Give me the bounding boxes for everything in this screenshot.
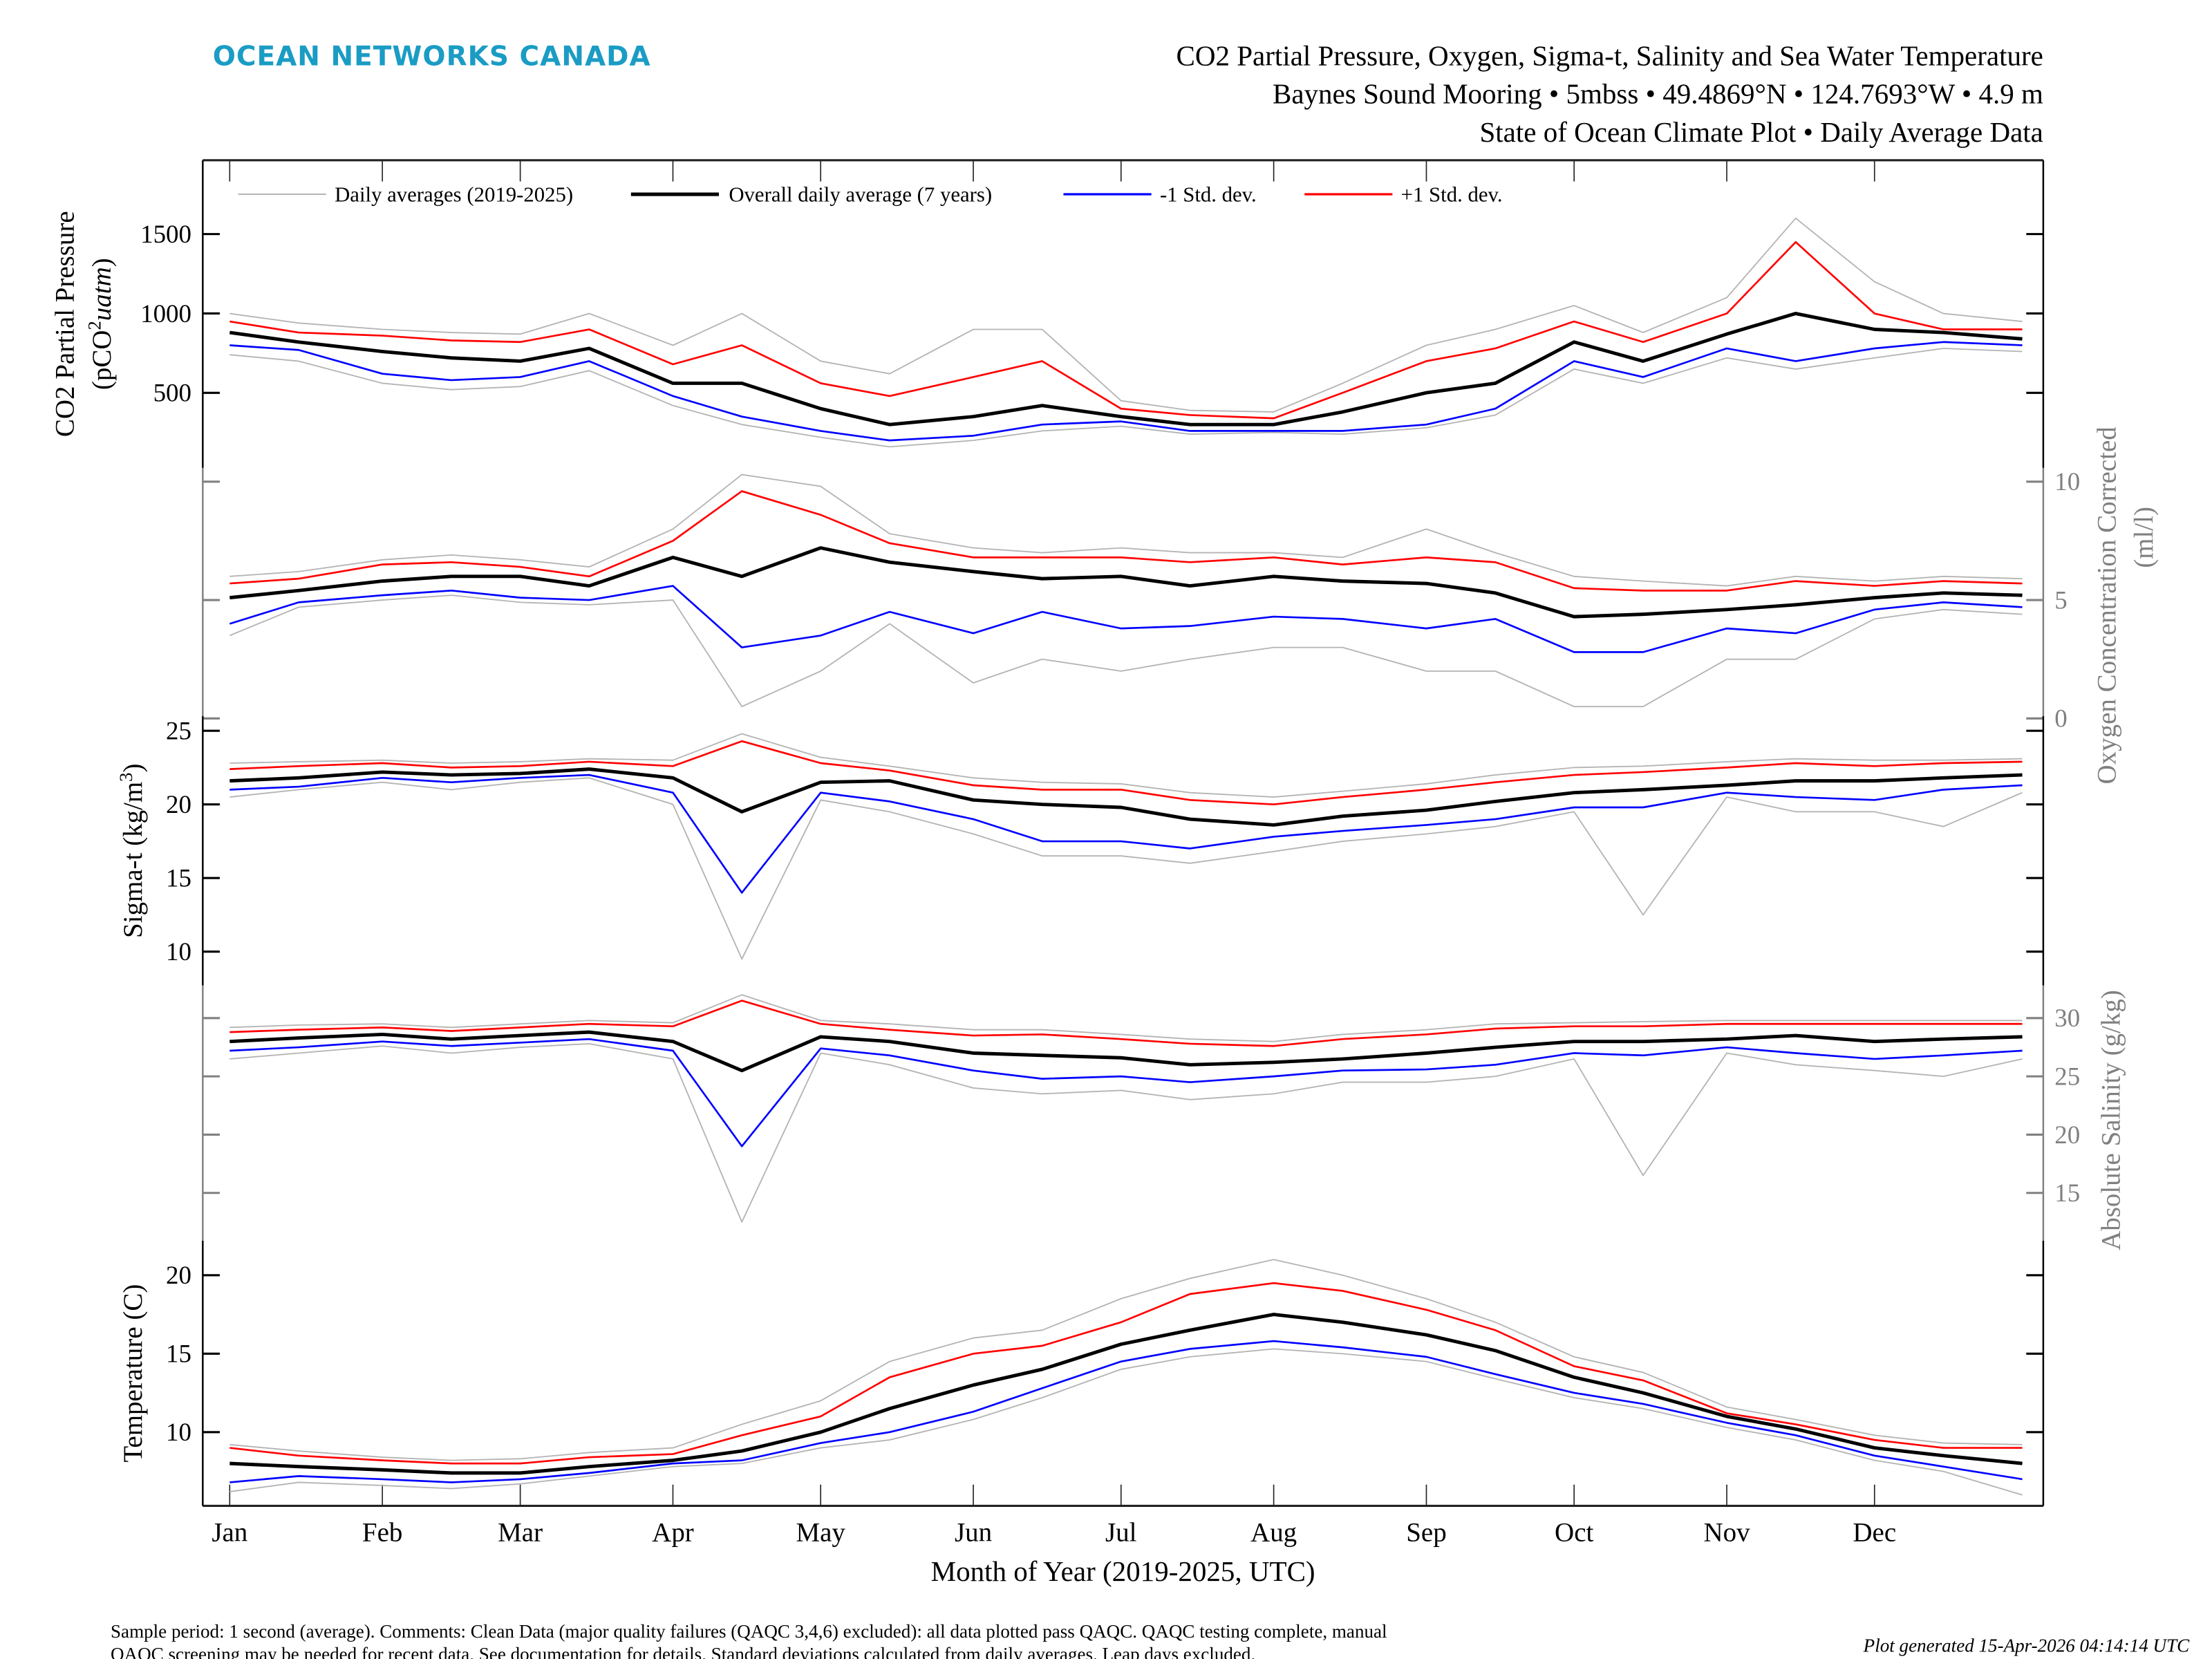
plot-subtitle-2: State of Ocean Climate Plot • Daily Aver… [1479, 116, 2043, 148]
minus-sd-line-co2 [229, 341, 2023, 442]
y-tick-label-salinity: 15 [2054, 1179, 2080, 1207]
plot-title: CO2 Partial Pressure, Oxygen, Sigma-t, S… [1176, 39, 2043, 71]
brand-logo: OCEAN NETWORKS CANADA [213, 41, 651, 72]
daily-averages-line-salinity [229, 1043, 2023, 1223]
x-tick-label: Dec [1853, 1518, 1896, 1548]
footer-note-line-2: QAQC screening may be needed for recent … [111, 1644, 1255, 1659]
y-tick-label-oxygen: 5 [2054, 585, 2067, 614]
x-tick-label: Jan [212, 1518, 247, 1548]
y-tick-label-oxygen: 0 [2054, 704, 2067, 733]
y-tick-label-salinity: 25 [2054, 1062, 2080, 1090]
panel-temperature: 10 15 20 Temperature (C) [118, 1240, 2045, 1506]
y-tick-label-sigma: 10 [166, 937, 191, 966]
y-tick-label-salinity: 20 [2054, 1121, 2080, 1149]
y-tick-label-temperature: 15 [166, 1340, 191, 1368]
x-tick-label: Sep [1406, 1518, 1446, 1548]
y-tick-label-sigma: 25 [166, 717, 191, 745]
y-axis-unit-oxygen: (ml/l) [2129, 507, 2159, 568]
minus-sd-line-temperature [229, 1340, 2023, 1483]
legend-label: Overall daily average (7 years) [729, 182, 992, 206]
overall-mean-line-temperature [229, 1313, 2023, 1475]
x-tick-label: May [796, 1518, 845, 1548]
y-axis-label-salinity: Absolute Salinity (g/kg) [2097, 990, 2126, 1250]
daily-averages-line-oxygen [229, 474, 2023, 587]
y-axis-label-part: 3 [115, 772, 136, 781]
plus-sd-line-temperature [229, 1282, 2023, 1465]
y-tick-label-co2: 1500 [140, 220, 191, 248]
y-tick-label-temperature: 20 [166, 1261, 191, 1289]
y-axis-label-co2: CO2 Partial Pressure [50, 211, 80, 437]
y-axis-label-sigma: Sigma-t (kg/m3) [115, 763, 148, 938]
x-tick-label: Apr [652, 1518, 694, 1548]
daily-averages-line-sigma [229, 777, 2023, 960]
minus-sd-line-oxygen [229, 585, 2023, 653]
plus-sd-line-co2 [229, 241, 2023, 420]
y-axis-unit-co2: (pCO2uatm) [84, 258, 117, 390]
daily-averages-line-temperature [229, 1259, 2023, 1461]
minus-sd-line-salinity [229, 1038, 2023, 1147]
overall-mean-line-co2 [229, 312, 2023, 427]
footer-note-line-1: Sample period: 1 second (average). Comme… [111, 1621, 1387, 1642]
y-axis-unit-part: (pCO [87, 330, 117, 391]
daily-averages-line-co2 [229, 348, 2023, 448]
daily-averages-line-salinity [229, 994, 2023, 1042]
daily-averages-line-temperature [229, 1348, 2023, 1496]
x-tick-label: Feb [362, 1518, 402, 1548]
x-tick-label: Jun [955, 1518, 992, 1548]
legend: Daily averages (2019-2025) Overall daily … [238, 182, 1503, 206]
y-axis-label-oxygen: Oxygen Concentration Corrected [2092, 427, 2122, 785]
legend-item-minus_sd: -1 Std. dev. [1063, 182, 1257, 206]
y-tick-label-oxygen: 10 [2054, 467, 2080, 496]
x-tick-label: Nov [1703, 1518, 1750, 1548]
legend-label: +1 Std. dev. [1401, 182, 1503, 206]
plus-sd-line-oxygen [229, 490, 2023, 592]
legend-label: -1 Std. dev. [1160, 182, 1257, 206]
panel-co2: 500 1000 1500 CO2 Partial Pressure (pCO2uatm… [50, 160, 2045, 468]
legend-item-mean: Overall daily average (7 years) [630, 182, 992, 206]
daily-averages-line-oxygen [229, 594, 2023, 708]
x-tick-label: Oct [1555, 1518, 1593, 1548]
y-axis-label-part: Sigma-t (kg/m [118, 782, 148, 938]
panel-salinity: 15 20 25 30 Absolute Salinity (g/kg) [202, 985, 2126, 1250]
daily-averages-line-co2 [229, 217, 2023, 413]
panel-oxygen: 0 5 10 Oxygen Concentration Corrected (ml/l) [202, 427, 2159, 785]
legend-label: Daily averages (2019-2025) [335, 182, 573, 206]
y-axis-unit-part: 2 [84, 321, 105, 330]
y-tick-label-co2: 1000 [140, 299, 191, 328]
legend-item-plus_sd: +1 Std. dev. [1304, 182, 1503, 206]
y-axis-unit-part: ) [87, 258, 117, 267]
x-tick-label: Mar [498, 1518, 543, 1548]
plus-sd-line-sigma [229, 740, 2023, 806]
x-axis-label: Month of Year (2019-2025, UTC) [931, 1555, 1315, 1587]
y-tick-label-temperature: 10 [166, 1418, 191, 1446]
overall-mean-line-salinity [229, 1030, 2023, 1073]
x-tick-label: Jul [1105, 1518, 1137, 1548]
y-axis-label-temperature: Temperature (C) [118, 1284, 148, 1463]
y-tick-label-sigma: 20 [166, 790, 191, 818]
daily-averages-line-sigma [229, 733, 2023, 798]
y-tick-label-sigma: 15 [166, 863, 191, 892]
y-tick-label-co2: 500 [153, 379, 191, 407]
legend-item-years: Daily averages (2019-2025) [238, 182, 573, 206]
plot-subtitle: Baynes Sound Mooring • 5mbss • 49.4869°N… [1273, 78, 2043, 110]
y-axis-label-part: ) [118, 763, 148, 772]
minus-sd-line-sigma [229, 774, 2023, 894]
overall-mean-line-sigma [229, 767, 2023, 827]
y-tick-label-salinity: 30 [2054, 1004, 2080, 1032]
overall-mean-line-oxygen [229, 546, 2023, 619]
x-tick-label: Aug [1250, 1518, 1297, 1548]
plot-generated-timestamp: Plot generated 15-Apr-2026 04:14:14 UTC [1863, 1635, 2190, 1656]
plus-sd-line-salinity [229, 1000, 2023, 1047]
plot-area: Jan Feb Mar Apr May Jun Jul Aug Sep Oct Nov Dec 500 1… [50, 159, 2159, 1548]
y-axis-unit-part: uatm [87, 267, 117, 321]
panel-sigma: 10 15 20 25 Sigma-t (kg/m3) [115, 715, 2045, 986]
